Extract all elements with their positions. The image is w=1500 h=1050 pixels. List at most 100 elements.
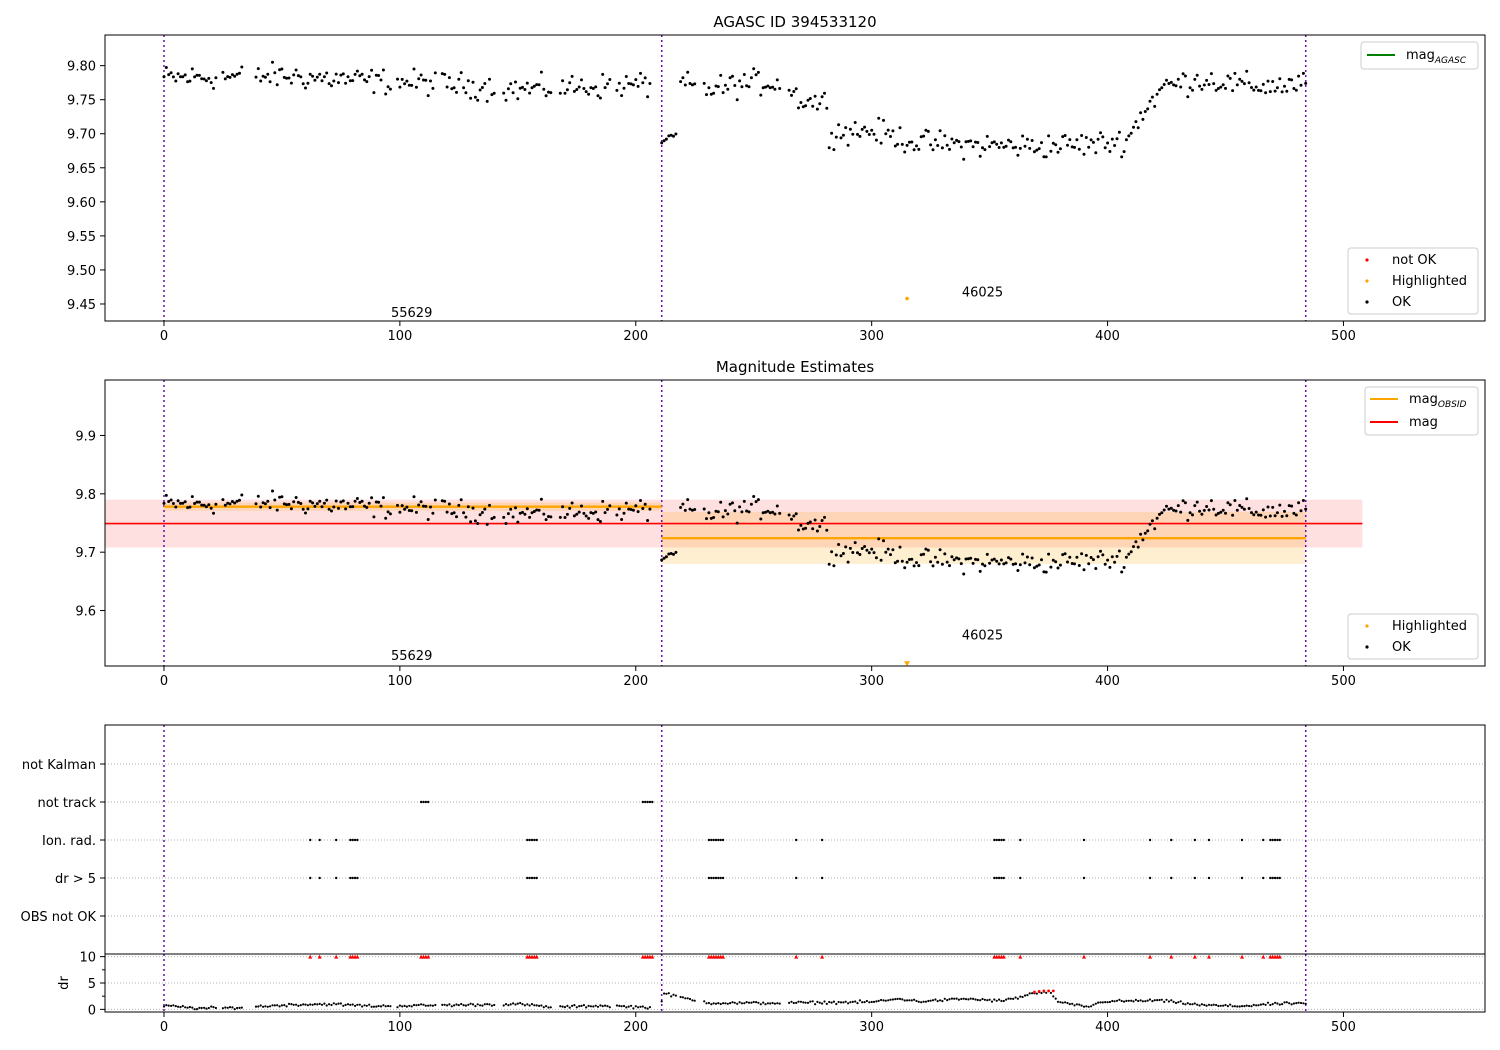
data-point xyxy=(1198,1004,1201,1007)
data-point xyxy=(884,132,888,136)
flag-point xyxy=(1082,838,1086,842)
data-point xyxy=(1276,1002,1279,1005)
data-point xyxy=(938,129,942,133)
data-point xyxy=(936,560,940,564)
data-point xyxy=(1058,563,1062,567)
data-point xyxy=(988,561,992,565)
data-point xyxy=(417,503,421,507)
data-point xyxy=(431,1004,434,1007)
data-point xyxy=(874,138,878,142)
data-point xyxy=(561,1005,564,1008)
data-point xyxy=(297,1004,300,1008)
data-point xyxy=(575,88,579,91)
data-point xyxy=(1120,999,1123,1003)
data-point xyxy=(490,1004,493,1007)
data-point xyxy=(1193,1002,1196,1005)
data-point xyxy=(282,75,286,79)
data-point xyxy=(467,1003,470,1006)
data-point xyxy=(434,1003,437,1007)
data-point xyxy=(184,1006,187,1009)
data-point xyxy=(580,1004,583,1008)
data-point xyxy=(273,71,277,75)
data-point xyxy=(907,558,911,561)
dr-red-point xyxy=(1042,989,1046,993)
data-point xyxy=(978,154,982,158)
data-point xyxy=(1165,78,1168,82)
data-point xyxy=(983,564,987,568)
data-point xyxy=(920,1001,923,1004)
data-point xyxy=(1278,1003,1281,1006)
data-point xyxy=(1167,507,1171,511)
flag-point xyxy=(719,838,722,842)
data-point xyxy=(240,65,244,69)
x-tick-label: 500 xyxy=(1331,329,1356,344)
data-point xyxy=(1129,550,1133,554)
data-point xyxy=(566,1004,569,1008)
data-point xyxy=(429,505,432,509)
data-point xyxy=(747,510,751,514)
data-point xyxy=(412,67,416,71)
data-point xyxy=(516,97,520,101)
data-point xyxy=(828,1000,831,1004)
data-point xyxy=(492,515,496,519)
data-point xyxy=(304,86,307,90)
data-point xyxy=(1240,505,1244,509)
data-point xyxy=(815,529,819,533)
data-point xyxy=(1268,90,1272,94)
data-point xyxy=(705,93,708,97)
data-point xyxy=(410,83,414,87)
data-point xyxy=(955,138,959,142)
data-point xyxy=(978,569,982,573)
data-point xyxy=(637,1006,640,1009)
data-point xyxy=(1266,79,1270,83)
data-point xyxy=(992,557,996,561)
data-point xyxy=(327,507,331,511)
data-point xyxy=(934,998,937,1001)
data-point xyxy=(502,515,506,519)
data-point xyxy=(594,1004,597,1007)
data-point xyxy=(259,505,263,509)
data-point xyxy=(794,87,798,91)
data-point xyxy=(1125,999,1128,1003)
data-point xyxy=(203,1006,206,1009)
data-point xyxy=(757,1001,760,1004)
data-point xyxy=(462,1004,465,1007)
data-point xyxy=(1153,104,1157,108)
data-point xyxy=(360,72,364,76)
data-point xyxy=(1099,549,1102,553)
y-tick-label: 0 xyxy=(88,1003,96,1018)
data-point xyxy=(344,1003,347,1007)
data-point xyxy=(1085,1005,1088,1008)
data-point xyxy=(688,997,692,1001)
data-point xyxy=(643,76,647,80)
data-point xyxy=(641,81,645,85)
data-point xyxy=(1238,1005,1241,1008)
data-point xyxy=(1240,79,1244,83)
flag-point xyxy=(422,800,425,804)
data-point xyxy=(771,1001,774,1005)
dr-red-point xyxy=(1051,989,1055,993)
data-point xyxy=(749,502,753,506)
data-point xyxy=(672,993,675,996)
data-point xyxy=(230,73,234,77)
data-point xyxy=(507,1004,510,1007)
data-point xyxy=(485,522,489,526)
data-point xyxy=(995,999,998,1002)
data-point xyxy=(719,73,723,77)
data-point xyxy=(693,999,696,1002)
data-point xyxy=(1233,1005,1236,1008)
flag-point xyxy=(648,800,652,804)
data-point xyxy=(212,1006,215,1009)
data-point xyxy=(521,85,524,89)
data-point xyxy=(1301,499,1305,502)
data-point xyxy=(1304,81,1308,85)
data-point xyxy=(565,512,569,516)
data-point xyxy=(441,1003,444,1007)
data-point xyxy=(511,515,515,519)
flag-point xyxy=(351,876,354,880)
flag-point xyxy=(526,838,529,842)
data-point xyxy=(1259,89,1263,93)
data-point xyxy=(764,85,767,89)
data-point xyxy=(162,1005,166,1008)
data-point xyxy=(200,1006,203,1010)
